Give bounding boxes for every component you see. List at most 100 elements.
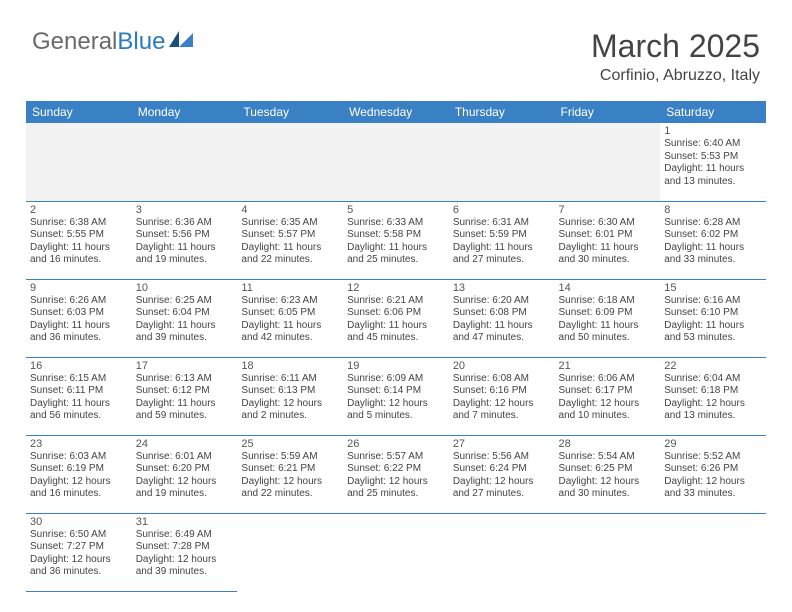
day-details: Sunrise: 6:35 AMSunset: 5:57 PMDaylight:…	[241, 217, 339, 267]
day-details: Sunrise: 6:08 AMSunset: 6:16 PMDaylight:…	[453, 373, 551, 423]
weekday-header: Saturday	[660, 101, 766, 123]
day-number: 6	[453, 204, 551, 216]
day-details: Sunrise: 5:56 AMSunset: 6:24 PMDaylight:…	[453, 451, 551, 501]
day-number: 28	[559, 438, 657, 450]
calendar-day-cell: 24Sunrise: 6:01 AMSunset: 6:20 PMDayligh…	[132, 435, 238, 513]
calendar-week-row: 16Sunrise: 6:15 AMSunset: 6:11 PMDayligh…	[26, 357, 766, 435]
day-details: Sunrise: 6:49 AMSunset: 7:28 PMDaylight:…	[136, 529, 234, 579]
calendar-day-cell: 20Sunrise: 6:08 AMSunset: 6:16 PMDayligh…	[449, 357, 555, 435]
calendar-week-row: 30Sunrise: 6:50 AMSunset: 7:27 PMDayligh…	[26, 513, 766, 591]
brand-part2: Blue	[117, 28, 165, 56]
weekday-header: Friday	[555, 101, 661, 123]
day-details: Sunrise: 6:30 AMSunset: 6:01 PMDaylight:…	[559, 217, 657, 267]
weekday-header-row: SundayMondayTuesdayWednesdayThursdayFrid…	[26, 101, 766, 123]
day-number: 25	[241, 438, 339, 450]
day-details: Sunrise: 6:09 AMSunset: 6:14 PMDaylight:…	[347, 373, 445, 423]
calendar-day-cell	[237, 513, 343, 591]
day-details: Sunrise: 5:59 AMSunset: 6:21 PMDaylight:…	[241, 451, 339, 501]
page-title: March 2025	[591, 28, 760, 65]
day-number: 11	[241, 282, 339, 294]
calendar-day-cell: 23Sunrise: 6:03 AMSunset: 6:19 PMDayligh…	[26, 435, 132, 513]
day-details: Sunrise: 6:03 AMSunset: 6:19 PMDaylight:…	[30, 451, 128, 501]
calendar-day-cell	[555, 513, 661, 591]
day-number: 16	[30, 360, 128, 372]
calendar-week-row: 2Sunrise: 6:38 AMSunset: 5:55 PMDaylight…	[26, 201, 766, 279]
day-details: Sunrise: 6:31 AMSunset: 5:59 PMDaylight:…	[453, 217, 551, 267]
day-number: 4	[241, 204, 339, 216]
calendar-week-row: 23Sunrise: 6:03 AMSunset: 6:19 PMDayligh…	[26, 435, 766, 513]
day-details: Sunrise: 6:38 AMSunset: 5:55 PMDaylight:…	[30, 217, 128, 267]
calendar-day-cell: 11Sunrise: 6:23 AMSunset: 6:05 PMDayligh…	[237, 279, 343, 357]
day-number: 13	[453, 282, 551, 294]
brand-logo: GeneralBlue	[32, 28, 197, 56]
calendar-day-cell: 30Sunrise: 6:50 AMSunset: 7:27 PMDayligh…	[26, 513, 132, 591]
day-number: 9	[30, 282, 128, 294]
day-details: Sunrise: 6:11 AMSunset: 6:13 PMDaylight:…	[241, 373, 339, 423]
calendar-day-cell	[343, 123, 449, 201]
day-details: Sunrise: 6:28 AMSunset: 6:02 PMDaylight:…	[664, 217, 762, 267]
day-number: 10	[136, 282, 234, 294]
calendar-day-cell: 21Sunrise: 6:06 AMSunset: 6:17 PMDayligh…	[555, 357, 661, 435]
day-number: 18	[241, 360, 339, 372]
day-number: 7	[559, 204, 657, 216]
calendar-day-cell: 5Sunrise: 6:33 AMSunset: 5:58 PMDaylight…	[343, 201, 449, 279]
calendar-day-cell: 12Sunrise: 6:21 AMSunset: 6:06 PMDayligh…	[343, 279, 449, 357]
day-details: Sunrise: 6:01 AMSunset: 6:20 PMDaylight:…	[136, 451, 234, 501]
day-number: 1	[664, 125, 762, 137]
calendar-day-cell: 31Sunrise: 6:49 AMSunset: 7:28 PMDayligh…	[132, 513, 238, 591]
calendar-day-cell: 18Sunrise: 6:11 AMSunset: 6:13 PMDayligh…	[237, 357, 343, 435]
calendar-day-cell: 26Sunrise: 5:57 AMSunset: 6:22 PMDayligh…	[343, 435, 449, 513]
day-number: 31	[136, 516, 234, 528]
day-details: Sunrise: 6:33 AMSunset: 5:58 PMDaylight:…	[347, 217, 445, 267]
weekday-header: Wednesday	[343, 101, 449, 123]
calendar-table: SundayMondayTuesdayWednesdayThursdayFrid…	[26, 101, 766, 592]
calendar-day-cell	[555, 123, 661, 201]
day-number: 5	[347, 204, 445, 216]
day-details: Sunrise: 6:23 AMSunset: 6:05 PMDaylight:…	[241, 295, 339, 345]
weekday-header: Thursday	[449, 101, 555, 123]
day-number: 15	[664, 282, 762, 294]
calendar-day-cell: 15Sunrise: 6:16 AMSunset: 6:10 PMDayligh…	[660, 279, 766, 357]
calendar-day-cell: 19Sunrise: 6:09 AMSunset: 6:14 PMDayligh…	[343, 357, 449, 435]
day-number: 24	[136, 438, 234, 450]
calendar-day-cell: 29Sunrise: 5:52 AMSunset: 6:26 PMDayligh…	[660, 435, 766, 513]
calendar-day-cell: 2Sunrise: 6:38 AMSunset: 5:55 PMDaylight…	[26, 201, 132, 279]
calendar-day-cell: 10Sunrise: 6:25 AMSunset: 6:04 PMDayligh…	[132, 279, 238, 357]
calendar-week-row: 1Sunrise: 6:40 AMSunset: 5:53 PMDaylight…	[26, 123, 766, 201]
calendar-day-cell	[132, 123, 238, 201]
day-details: Sunrise: 6:21 AMSunset: 6:06 PMDaylight:…	[347, 295, 445, 345]
day-details: Sunrise: 6:40 AMSunset: 5:53 PMDaylight:…	[664, 138, 762, 188]
day-details: Sunrise: 6:50 AMSunset: 7:27 PMDaylight:…	[30, 529, 128, 579]
calendar-day-cell	[237, 123, 343, 201]
day-number: 23	[30, 438, 128, 450]
day-number: 29	[664, 438, 762, 450]
calendar-day-cell: 13Sunrise: 6:20 AMSunset: 6:08 PMDayligh…	[449, 279, 555, 357]
calendar-day-cell: 27Sunrise: 5:56 AMSunset: 6:24 PMDayligh…	[449, 435, 555, 513]
calendar-day-cell: 22Sunrise: 6:04 AMSunset: 6:18 PMDayligh…	[660, 357, 766, 435]
calendar-day-cell: 7Sunrise: 6:30 AMSunset: 6:01 PMDaylight…	[555, 201, 661, 279]
calendar-day-cell: 28Sunrise: 5:54 AMSunset: 6:25 PMDayligh…	[555, 435, 661, 513]
day-number: 26	[347, 438, 445, 450]
day-details: Sunrise: 6:06 AMSunset: 6:17 PMDaylight:…	[559, 373, 657, 423]
calendar-day-cell: 6Sunrise: 6:31 AMSunset: 5:59 PMDaylight…	[449, 201, 555, 279]
day-number: 20	[453, 360, 551, 372]
day-details: Sunrise: 6:20 AMSunset: 6:08 PMDaylight:…	[453, 295, 551, 345]
day-number: 8	[664, 204, 762, 216]
calendar-day-cell: 3Sunrise: 6:36 AMSunset: 5:56 PMDaylight…	[132, 201, 238, 279]
day-number: 12	[347, 282, 445, 294]
day-number: 19	[347, 360, 445, 372]
weekday-header: Sunday	[26, 101, 132, 123]
calendar-day-cell: 16Sunrise: 6:15 AMSunset: 6:11 PMDayligh…	[26, 357, 132, 435]
weekday-header: Tuesday	[237, 101, 343, 123]
day-details: Sunrise: 5:54 AMSunset: 6:25 PMDaylight:…	[559, 451, 657, 501]
day-number: 2	[30, 204, 128, 216]
calendar-day-cell: 4Sunrise: 6:35 AMSunset: 5:57 PMDaylight…	[237, 201, 343, 279]
calendar-day-cell: 17Sunrise: 6:13 AMSunset: 6:12 PMDayligh…	[132, 357, 238, 435]
calendar-day-cell: 25Sunrise: 5:59 AMSunset: 6:21 PMDayligh…	[237, 435, 343, 513]
calendar-day-cell: 14Sunrise: 6:18 AMSunset: 6:09 PMDayligh…	[555, 279, 661, 357]
calendar-week-row: 9Sunrise: 6:26 AMSunset: 6:03 PMDaylight…	[26, 279, 766, 357]
day-details: Sunrise: 6:16 AMSunset: 6:10 PMDaylight:…	[664, 295, 762, 345]
calendar-day-cell: 9Sunrise: 6:26 AMSunset: 6:03 PMDaylight…	[26, 279, 132, 357]
day-number: 3	[136, 204, 234, 216]
day-details: Sunrise: 6:26 AMSunset: 6:03 PMDaylight:…	[30, 295, 128, 345]
